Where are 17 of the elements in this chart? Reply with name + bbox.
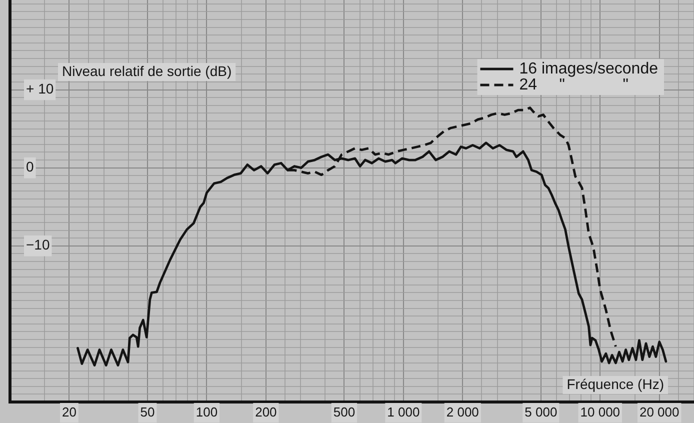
y-tick-label: −10: [26, 236, 50, 253]
x-tick-label: 5 000: [524, 404, 558, 420]
legend-label: 24 " ": [519, 76, 628, 94]
x-tick-label: 500: [333, 404, 356, 420]
y-tick-label: + 10: [26, 80, 54, 97]
x-axis-title: Fréquence (Hz): [566, 376, 664, 392]
x-tick-label: 2 000: [446, 404, 479, 420]
x-tick-label: 20: [62, 404, 76, 420]
legend-label: 16 images/seconde: [519, 60, 658, 78]
y-tick-label: 0: [26, 158, 34, 175]
x-tick-label: 200: [255, 404, 277, 420]
x-tick-label: 100: [196, 404, 218, 420]
x-tick-label: 20 000: [639, 404, 680, 420]
y-axis-title: Niveau relatif de sortie (dB): [62, 62, 232, 79]
x-tick-label: 50: [140, 404, 155, 420]
x-tick-label: 10 000: [580, 404, 620, 420]
x-tick-label: 1 000: [387, 404, 420, 420]
